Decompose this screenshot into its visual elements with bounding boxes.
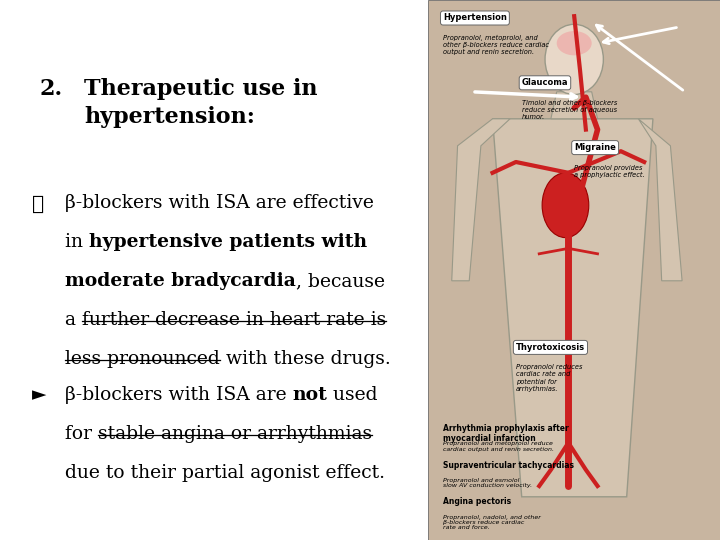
Text: used: used	[328, 386, 378, 404]
Text: Propranolol, nadolol, and other
β-blockers reduce cardiac
rate and force.: Propranolol, nadolol, and other β-blocke…	[443, 515, 541, 530]
Text: Propranolol reduces
cardiac rate and
potential for
arrhythmias.: Propranolol reduces cardiac rate and pot…	[516, 364, 582, 391]
Text: Hypertension: Hypertension	[443, 14, 507, 23]
Text: β-blockers with ISA are effective: β-blockers with ISA are effective	[65, 194, 374, 212]
Text: for: for	[65, 425, 98, 443]
Ellipse shape	[545, 24, 603, 94]
Text: hypertensive patients with: hypertensive patients with	[89, 233, 367, 251]
Text: further decrease in heart rate is: further decrease in heart rate is	[82, 311, 386, 329]
Polygon shape	[551, 92, 598, 119]
Text: not: not	[292, 386, 328, 404]
Text: a: a	[65, 311, 82, 329]
Text: due to their partial agonist effect.: due to their partial agonist effect.	[65, 464, 384, 482]
Polygon shape	[451, 119, 510, 281]
Bar	[428, 0, 720, 540]
Text: Propranolol and metoprolol reduce
cardiac output and renin secretion.: Propranolol and metoprolol reduce cardia…	[443, 441, 554, 451]
Text: β-blockers with ISA are: β-blockers with ISA are	[65, 386, 292, 404]
Text: Glaucoma: Glaucoma	[522, 78, 568, 87]
Polygon shape	[492, 119, 653, 497]
Text: stable angina or arrhythmias: stable angina or arrhythmias	[98, 425, 372, 443]
Text: Propranolol and esmolol
slow AV conduction velocity.: Propranolol and esmolol slow AV conducti…	[443, 478, 532, 488]
Text: with these drugs.: with these drugs.	[220, 350, 390, 368]
Ellipse shape	[542, 173, 589, 238]
Text: Thyrotoxicosis: Thyrotoxicosis	[516, 343, 585, 352]
Text: Angina pectoris: Angina pectoris	[443, 497, 511, 507]
Text: ►: ►	[32, 386, 47, 404]
Text: , because: , because	[295, 272, 384, 290]
Text: Migraine: Migraine	[575, 143, 616, 152]
Text: in: in	[65, 233, 89, 251]
Text: less pronounced: less pronounced	[65, 350, 220, 368]
Ellipse shape	[557, 31, 592, 55]
Text: Arrhythmia prophylaxis after
myocardial infarction: Arrhythmia prophylaxis after myocardial …	[443, 424, 569, 443]
Text: Propranolol, metoprolol, and
other β-blockers reduce cardiac
output and renin se: Propranolol, metoprolol, and other β-blo…	[443, 35, 549, 56]
Text: 2.: 2.	[40, 78, 63, 100]
Text: Supraventricular tachycardias: Supraventricular tachycardias	[443, 461, 574, 470]
Polygon shape	[639, 119, 682, 281]
Text: Propranolol provides
a prophylactic effect.: Propranolol provides a prophylactic effe…	[575, 165, 645, 178]
Text: ✓: ✓	[32, 194, 45, 213]
Text: Timolol and other β-blockers
reduce secretion of aqueous
humor.: Timolol and other β-blockers reduce secr…	[522, 100, 617, 120]
Text: moderate bradycardia: moderate bradycardia	[65, 272, 295, 290]
Text: Therapeutic use in
hypertension:: Therapeutic use in hypertension:	[84, 78, 318, 128]
